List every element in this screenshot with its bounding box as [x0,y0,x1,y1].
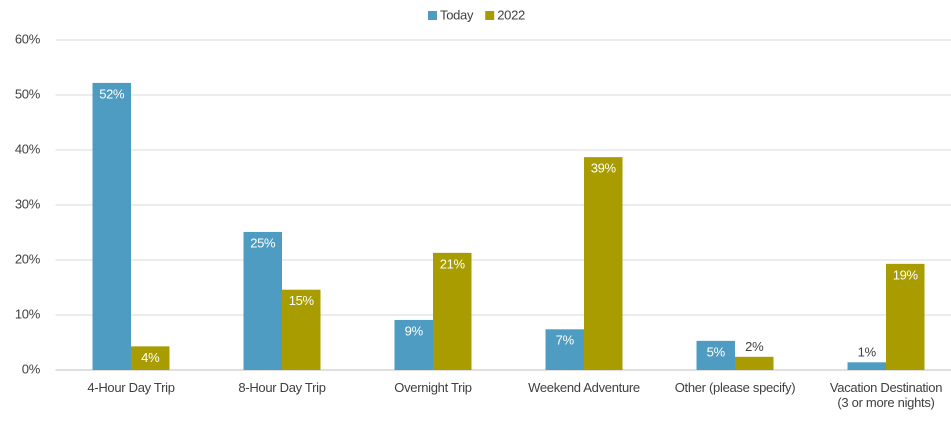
bar [886,263,925,370]
bar [735,356,774,370]
x-tick-label: Overnight Trip [394,380,472,395]
y-tick-label: 20% [15,251,41,266]
bar [394,319,433,370]
y-tick-label: 30% [15,196,41,211]
bar [696,340,735,370]
legend-swatch [428,11,437,20]
bar [282,289,321,370]
data-label: 7% [556,333,575,348]
bar [847,362,886,370]
bar [92,82,131,371]
data-label: 15% [289,293,315,308]
data-label: 52% [99,86,125,101]
data-label: 4% [141,350,160,365]
x-tick-label: 8-Hour Day Trip [238,380,326,395]
y-tick-label: 0% [22,361,41,376]
y-tick-label: 60% [15,31,41,46]
x-tick-label: 4-Hour Day Trip [87,380,175,395]
data-label: 1% [858,345,877,360]
x-tick-label: Vacation Destination (3 or more nights) [829,380,943,410]
bar [131,346,170,370]
x-tick-label: Other (please specify) [674,380,796,395]
bar [545,329,584,370]
bar [433,252,472,370]
bar [584,157,623,370]
data-label: 21% [440,256,466,271]
x-tick-label: Weekend Adventure [528,380,640,395]
y-tick-label: 40% [15,141,41,156]
data-label: 19% [893,267,919,282]
data-label: 2% [745,339,764,354]
data-label: 5% [707,344,726,359]
legend-swatch [485,11,495,20]
y-tick-label: 50% [15,86,41,101]
y-tick-label: 10% [15,306,41,321]
data-label: 39% [591,161,617,176]
data-label: 9% [405,323,424,338]
bar [243,231,282,370]
legend-label: Today [440,7,474,22]
data-label: 25% [250,235,276,250]
legend-label: 2022 [497,7,525,22]
